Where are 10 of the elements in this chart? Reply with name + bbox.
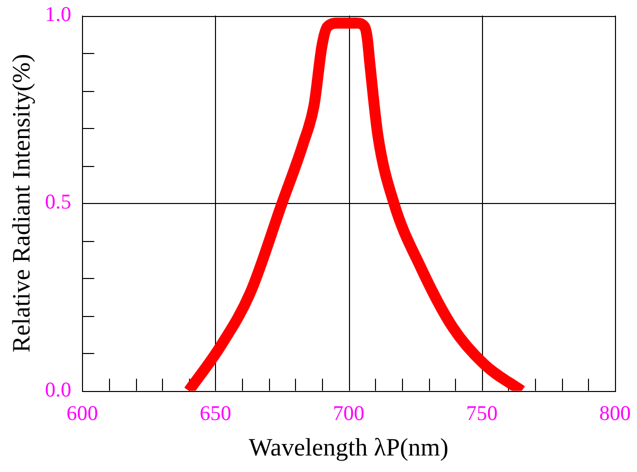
x-tick-label: 800 — [599, 400, 631, 425]
x-tick-label: 650 — [200, 400, 232, 425]
x-tick-label: 750 — [466, 400, 498, 425]
x-tick-label: 600 — [66, 400, 98, 425]
y-tick-label: 1.0 — [45, 2, 72, 26]
x-tick-label: 700 — [332, 400, 364, 425]
x-axis-title: Wavelength λP(nm) — [248, 434, 448, 462]
y-axis-title: Relative Radiant Intensity(%) — [8, 54, 36, 352]
y-tick-label: 0.0 — [45, 377, 72, 402]
y-tick-label: 0.5 — [45, 190, 72, 214]
